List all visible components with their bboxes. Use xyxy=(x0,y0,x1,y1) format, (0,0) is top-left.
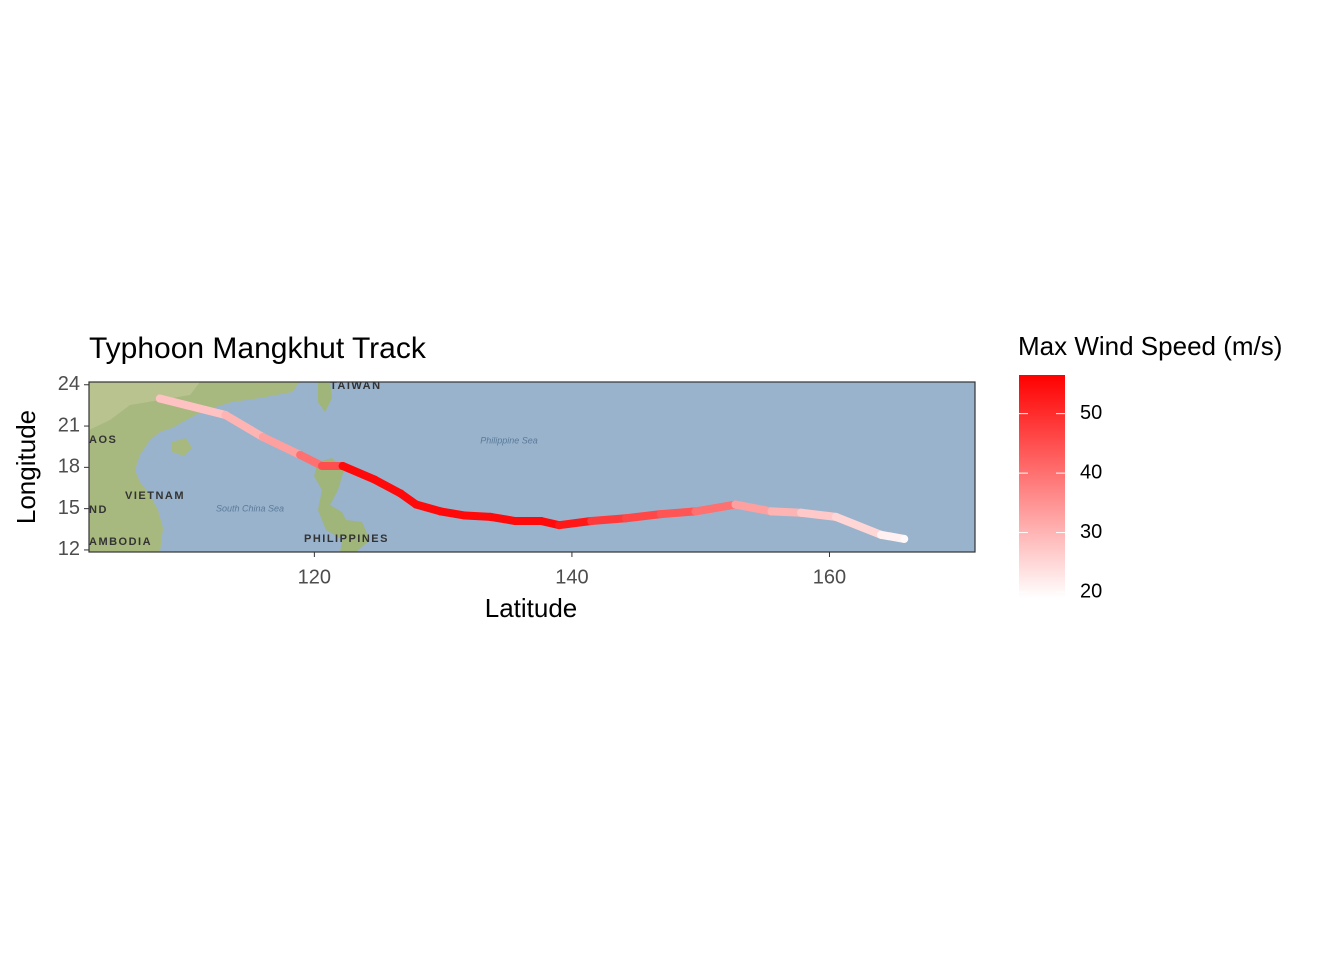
track-segment xyxy=(436,507,470,520)
track-point xyxy=(767,507,776,516)
track-point xyxy=(511,517,520,526)
track-segment xyxy=(412,500,445,516)
track-point xyxy=(370,475,379,484)
legend-title: Max Wind Speed (m/s) xyxy=(1018,331,1282,361)
track-point xyxy=(622,514,631,523)
land-taiwan xyxy=(318,382,332,412)
track-point xyxy=(221,411,230,420)
colorbar-tick-label: 40 xyxy=(1080,461,1102,483)
colorbar-tick-label: 30 xyxy=(1080,521,1102,543)
track-segment xyxy=(767,507,806,517)
track-point xyxy=(318,461,327,470)
track-point xyxy=(412,500,421,509)
track-point xyxy=(436,507,445,516)
x-tick-label: 160 xyxy=(813,566,846,588)
chart-title: Typhoon Mangkhut Track xyxy=(89,332,427,365)
track-point xyxy=(731,500,740,509)
y-tick-label: 21 xyxy=(58,414,80,436)
track-segment xyxy=(370,475,405,498)
track-segment xyxy=(731,500,776,516)
colorbar-tick-label: 50 xyxy=(1080,402,1102,424)
y-tick-label: 18 xyxy=(58,456,80,478)
y-axis-title: Longitude xyxy=(11,410,41,524)
track-point xyxy=(831,512,840,521)
track-point xyxy=(258,433,267,442)
map-label: South China Sea xyxy=(216,503,284,513)
track-point xyxy=(555,521,564,530)
track-segment xyxy=(587,514,631,526)
sea xyxy=(89,382,975,552)
track-segment xyxy=(258,433,305,459)
land-visayas xyxy=(340,520,370,552)
track-segment xyxy=(691,500,740,516)
track-segment xyxy=(622,510,665,523)
track-point xyxy=(155,394,164,403)
map-label: AMBODIA xyxy=(89,536,152,548)
map-label: AOS xyxy=(89,434,117,446)
track-segment xyxy=(221,411,267,442)
track-point xyxy=(587,517,596,526)
track-point xyxy=(797,508,806,517)
colorbar xyxy=(1019,375,1065,598)
y-tick-label: 15 xyxy=(58,497,80,519)
map-label: VIETNAM xyxy=(125,490,185,502)
track-point xyxy=(691,507,700,516)
track-segment xyxy=(296,450,327,470)
x-tick-label: 140 xyxy=(555,566,588,588)
track-segment xyxy=(797,508,840,521)
x-tick-label: 120 xyxy=(298,566,331,588)
colorbar-tick-label: 20 xyxy=(1080,580,1102,602)
track-point xyxy=(656,510,665,519)
track-segment xyxy=(155,394,230,420)
map: TAIWAN AOS VIETNAM ND AMBODIA PHILIPPINES Sout… xyxy=(89,380,975,552)
track-segment xyxy=(461,511,495,521)
map-label: TAIWAN xyxy=(330,380,382,392)
y-tick-label: 12 xyxy=(58,538,80,560)
land-mainland xyxy=(89,382,300,552)
track xyxy=(155,394,909,543)
track-point xyxy=(486,512,495,521)
map-label: PHILIPPINES xyxy=(304,533,389,545)
track-point xyxy=(338,461,347,470)
land-luzon xyxy=(314,458,350,538)
land-highlands xyxy=(89,382,200,430)
track-point xyxy=(461,511,470,520)
track-point xyxy=(900,534,909,543)
track-segment xyxy=(486,512,520,526)
track-segment xyxy=(831,512,885,539)
track-point xyxy=(537,517,546,526)
track-segment xyxy=(555,517,596,530)
land-hainan xyxy=(172,438,192,456)
y-tick-label: 24 xyxy=(58,373,80,395)
track-point xyxy=(876,530,885,539)
x-axis-title: Latitude xyxy=(485,593,578,623)
map-label: ND xyxy=(89,504,108,516)
map-label: Philippine Sea xyxy=(480,435,538,445)
track-segment xyxy=(338,461,379,484)
track-segment xyxy=(656,507,700,519)
track-point xyxy=(396,489,405,498)
track-point xyxy=(296,450,305,459)
